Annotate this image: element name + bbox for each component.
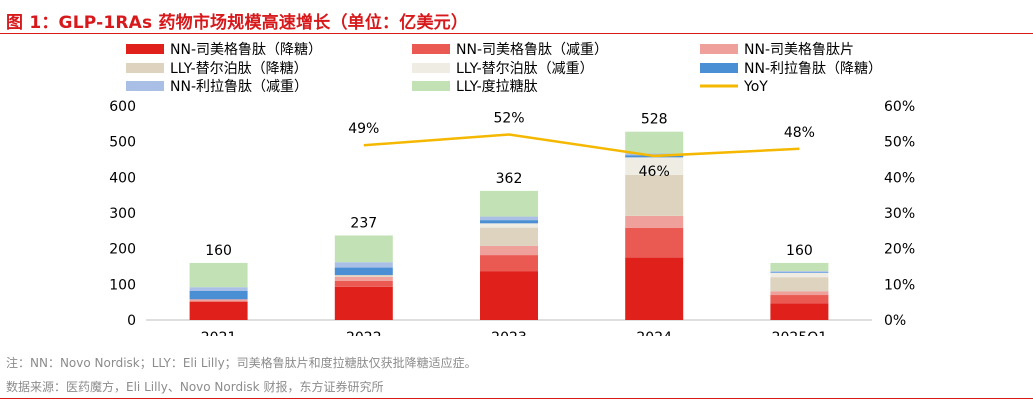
bar-segment — [480, 255, 538, 272]
legend-swatch — [126, 44, 164, 54]
y2-tick-label: 40% — [884, 170, 915, 186]
bar-segment — [770, 272, 829, 273]
yoy-line-layer — [363, 133, 800, 158]
market-size-chart: NN-司美格鲁肽（降糖） NN-司美格鲁肽（减重） NN-司美格鲁肽片 LLY-替尔泊… — [109, 42, 915, 336]
bar-segment — [480, 227, 538, 246]
y-tick-label: 400 — [109, 170, 136, 186]
legend-swatch — [412, 63, 450, 73]
bar-segment — [770, 295, 829, 304]
bar-segment — [625, 131, 684, 154]
y2-tick-label: 0% — [884, 313, 906, 329]
legend-label: LLY-度拉糖肽 — [456, 79, 538, 95]
bar-segment — [480, 220, 538, 224]
yoy-label: 49% — [348, 121, 379, 137]
bar-segment — [625, 153, 684, 156]
y2-tick-label: 50% — [884, 135, 915, 151]
bar-segment — [625, 157, 684, 175]
legend-label: LLY-替尔泊肽（减重） — [456, 61, 594, 77]
bar-segment — [334, 262, 393, 268]
bar-segment — [480, 271, 538, 320]
legend-label: NN-司美格鲁肽（降糖） — [170, 42, 322, 58]
bar-segment — [625, 174, 684, 216]
y-tick-label: 600 — [109, 99, 136, 115]
figure-title: 图 1：GLP-1RAs 药物市场规模高速增长（单位：亿美元） — [6, 13, 469, 33]
yoy-label: 48% — [784, 125, 815, 141]
y-tick-label: 100 — [109, 277, 136, 293]
bar-segment — [189, 301, 248, 302]
data-labels: 160 237 362 528 160 49% 52% 46% 48% — [205, 111, 815, 259]
legend-label: YoY — [743, 79, 768, 95]
y2-tick-label: 30% — [884, 206, 915, 222]
y2-tick-label: 20% — [884, 242, 915, 258]
bar-segment — [770, 303, 829, 320]
bar-segment — [189, 290, 248, 300]
legend-swatch — [412, 44, 450, 54]
bar-segment — [770, 272, 829, 278]
legend-swatch — [412, 81, 450, 91]
legend-label: NN-利拉鲁肽（降糖） — [744, 61, 882, 77]
bar-segment — [770, 262, 829, 272]
bar-segment — [625, 227, 684, 258]
bar-segment — [480, 190, 538, 217]
bar-segment — [480, 245, 538, 256]
title-divider — [0, 33, 1033, 34]
total-label: 237 — [350, 215, 377, 231]
bar-segment — [189, 301, 248, 320]
legend-swatch — [700, 63, 738, 73]
bar-segment — [189, 287, 248, 291]
legend-swatch — [700, 44, 738, 54]
y2-tick-label: 60% — [884, 99, 915, 115]
total-label: 160 — [205, 243, 232, 259]
bar-segment — [334, 235, 393, 263]
legend-label: NN-司美格鲁肽片 — [744, 42, 854, 58]
bar-segment — [334, 276, 393, 281]
legend-label: LLY-替尔泊肽（降糖） — [170, 61, 308, 77]
total-label: 160 — [786, 243, 813, 259]
bar-segment — [334, 275, 393, 277]
legend: NN-司美格鲁肽（降糖） NN-司美格鲁肽（减重） NN-司美格鲁肽片 LLY-替尔泊… — [126, 42, 882, 95]
legend-label: NN-利拉鲁肽（减重） — [170, 79, 308, 95]
bar-segment — [770, 291, 829, 296]
yoy-line — [363, 133, 800, 158]
bar-segment — [334, 280, 393, 287]
x-tick-label: 2023 — [491, 330, 527, 336]
bar-segment — [334, 286, 393, 320]
y-tick-label: 500 — [109, 135, 136, 151]
bar-segment — [480, 216, 538, 221]
footnote: 注：NN：Novo Nordisk；LLY：Eli Lilly；司美格鲁肽片和度… — [6, 356, 477, 370]
source-note: 数据来源：医药魔方，Eli Lilly、Novo Nordisk 财报，东方证券… — [6, 380, 384, 394]
bar-segment — [480, 223, 538, 228]
y-tick-label: 0 — [127, 313, 136, 329]
stacked-bars — [189, 131, 829, 320]
bar-segment — [334, 267, 393, 276]
bar-segment — [189, 262, 248, 288]
bar-segment — [625, 215, 684, 228]
bar-segment — [770, 271, 829, 273]
yoy-label: 46% — [639, 164, 670, 180]
total-label: 362 — [496, 171, 523, 187]
y-tick-label: 300 — [109, 206, 136, 222]
legend-label: NN-司美格鲁肽（减重） — [456, 42, 608, 58]
legend-swatch — [126, 81, 164, 91]
x-tick-label: 2024 — [636, 330, 672, 336]
bar-segment — [625, 257, 684, 320]
x-tick-label: 2022 — [346, 330, 382, 336]
x-tick-label: 2025Q1 — [772, 330, 828, 336]
bar-segment — [189, 299, 248, 302]
bar-segment — [770, 277, 829, 292]
bottom-divider — [0, 398, 1033, 399]
x-tick-label: 2021 — [201, 330, 237, 336]
axes: 0 100 200 300 400 500 600 0% 10% 20% 30% 40% 50% 60% 2… — [109, 99, 915, 336]
yoy-label: 52% — [493, 111, 524, 127]
legend-swatch — [126, 63, 164, 73]
y-tick-label: 200 — [109, 242, 136, 258]
y2-tick-label: 10% — [884, 277, 915, 293]
total-label: 528 — [641, 112, 668, 128]
